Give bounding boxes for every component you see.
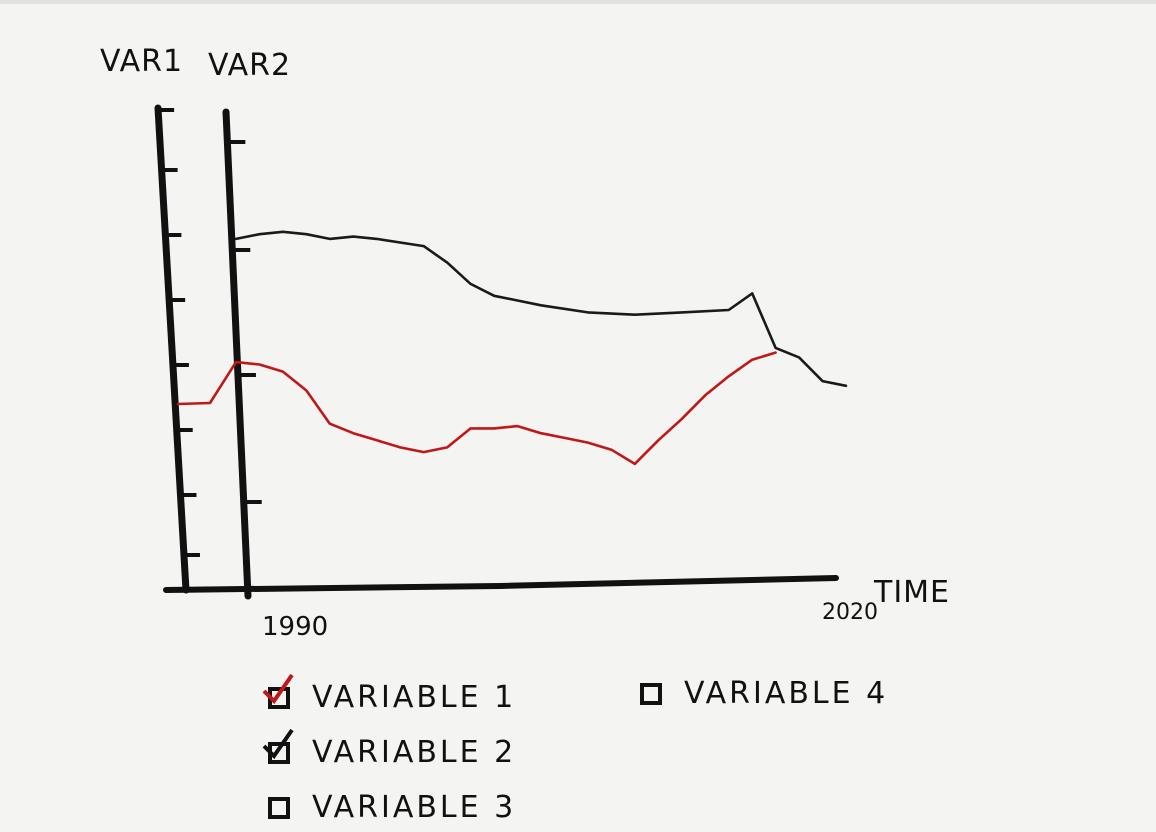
checkmark-icon [262, 728, 294, 759]
legend-item-variable-1[interactable]: VARIABLE 1 [262, 673, 517, 715]
y-axis-var2 [222, 108, 252, 600]
paper-edge [0, 0, 1156, 4]
legend-item-variable-2[interactable]: VARIABLE 2 [262, 728, 517, 770]
legend-label-variable-3: VARIABLE 3 [312, 790, 517, 825]
checkbox-variable-4[interactable] [640, 682, 662, 705]
y-axis-label-var2: VAR2 [208, 48, 292, 83]
chart-axes [154, 104, 839, 600]
legend-item-variable-4[interactable]: VARIABLE 4 [640, 676, 888, 711]
checkbox-variable-1[interactable] [262, 673, 294, 709]
x-tick-label-start: 1990 [262, 612, 329, 642]
chart-series [176, 230, 848, 466]
x-tick-label-end: 2020 [822, 600, 878, 625]
legend-label-variable-2: VARIABLE 2 [312, 735, 517, 770]
checkbox-variable-3[interactable] [268, 796, 290, 819]
legend-label-variable-1: VARIABLE 1 [312, 680, 517, 715]
x-axis-label: TIME [874, 575, 951, 610]
y-axis-var1 [154, 104, 190, 594]
checkmark-icon [262, 673, 294, 704]
legend-item-variable-3[interactable]: VARIABLE 3 [268, 790, 516, 825]
legend-label-variable-4: VARIABLE 4 [684, 676, 889, 711]
x-axis [163, 575, 839, 593]
y-axis-label-var1: VAR1 [100, 44, 184, 79]
series-line-2 [176, 351, 777, 466]
series-line-1 [234, 230, 848, 388]
checkbox-variable-2[interactable] [262, 728, 294, 764]
